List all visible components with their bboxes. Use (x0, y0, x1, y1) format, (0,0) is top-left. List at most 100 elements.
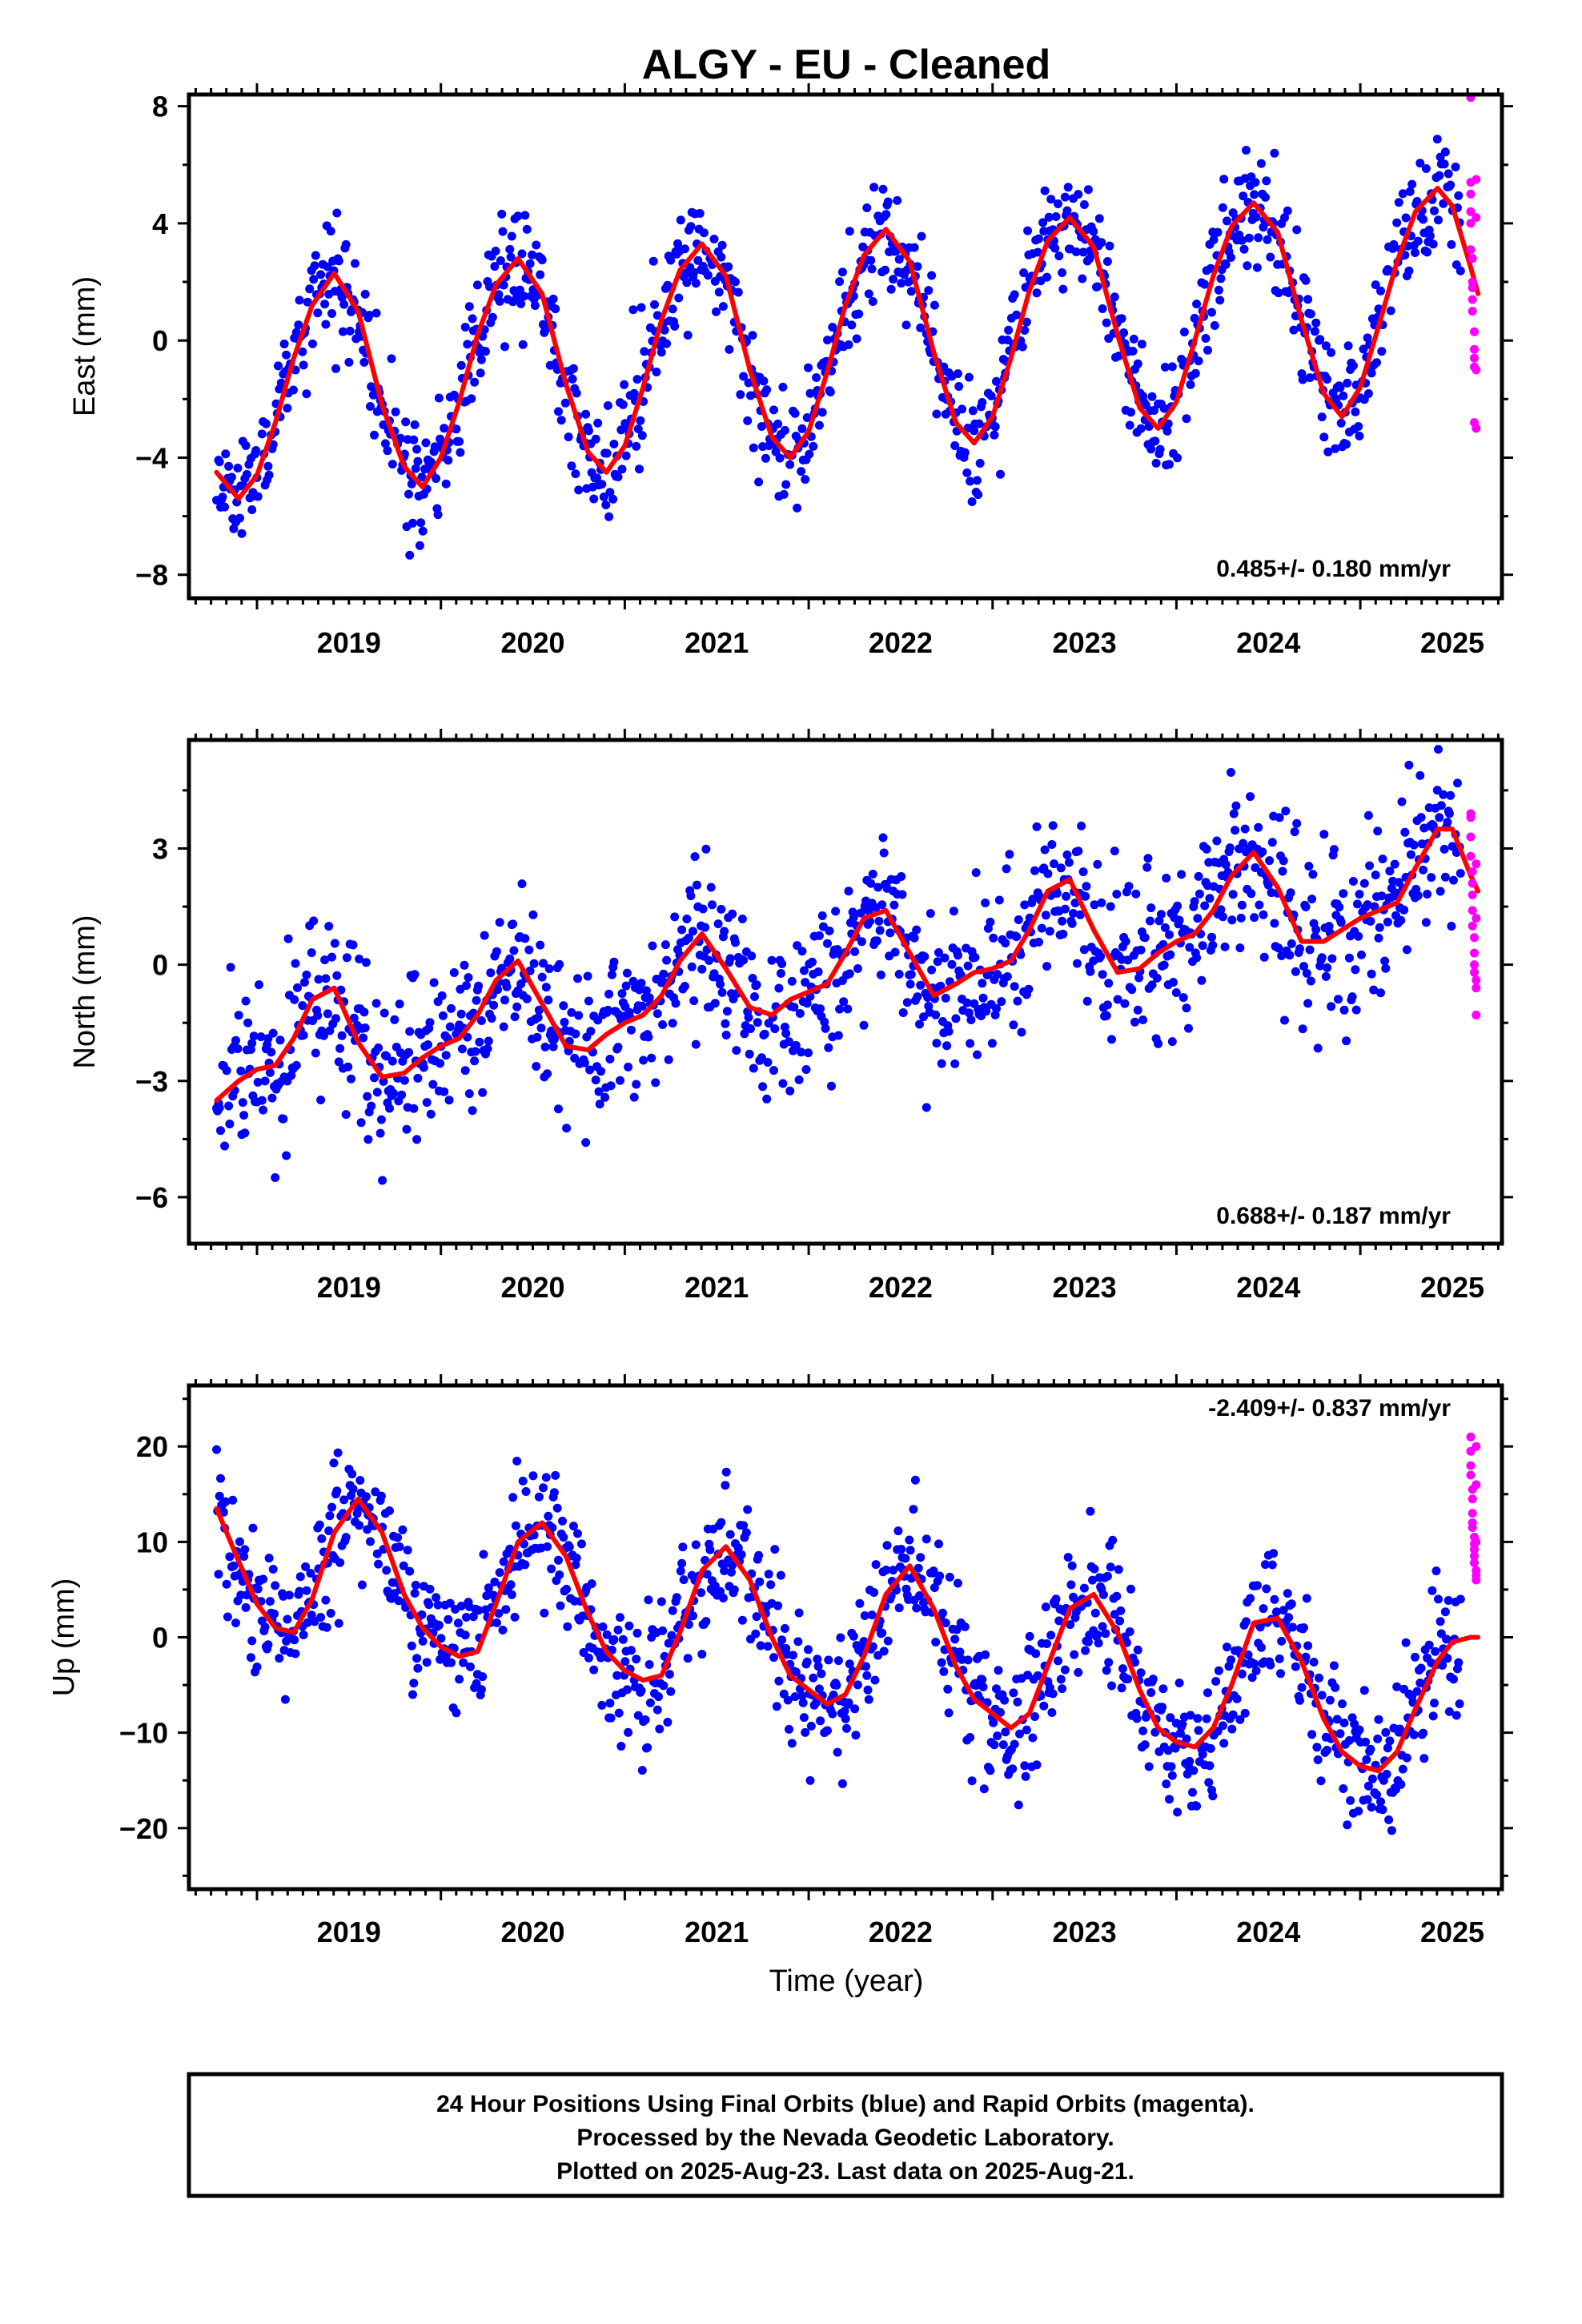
final-orbit-point (1412, 1687, 1422, 1696)
final-orbit-point (1166, 1762, 1176, 1771)
final-orbit-point (1284, 1613, 1294, 1622)
final-orbit-point (938, 1608, 947, 1618)
final-orbit-point (1411, 1652, 1419, 1662)
final-orbit-point (468, 314, 477, 324)
final-orbit-point (325, 1026, 335, 1035)
final-orbit-point (1173, 901, 1182, 911)
final-orbit-point (1219, 175, 1229, 184)
final-orbit-point (1045, 927, 1054, 936)
final-orbit-point (824, 1655, 833, 1665)
final-orbit-point (391, 407, 400, 416)
final-orbit-point (597, 480, 607, 489)
final-orbit-point (868, 1642, 877, 1651)
final-orbit-point (752, 1612, 761, 1622)
final-orbit-point (1242, 1617, 1251, 1626)
final-orbit-point (1232, 1694, 1242, 1703)
final-orbit-point (934, 948, 943, 957)
final-orbit-point (409, 1679, 419, 1688)
final-orbit-point (1079, 1583, 1089, 1593)
final-orbit-point (1262, 176, 1271, 186)
final-orbit-point (1041, 911, 1050, 920)
final-orbit-point (825, 927, 834, 935)
final-orbit-point (310, 1617, 319, 1626)
final-orbit-point (568, 1522, 578, 1531)
final-orbit-point (603, 1005, 612, 1015)
final-orbit-point (950, 1634, 960, 1644)
final-orbit-point (517, 249, 527, 259)
final-orbit-point (603, 401, 612, 410)
final-orbit-point (271, 1173, 280, 1182)
final-orbit-point (1311, 925, 1321, 935)
final-orbit-point (1421, 164, 1431, 173)
final-orbit-point (705, 955, 714, 965)
final-orbit-point (1124, 882, 1134, 891)
final-orbit-point (1034, 234, 1043, 243)
final-orbit-point (221, 449, 231, 459)
final-orbit-point (476, 1685, 486, 1695)
final-orbit-point (632, 441, 641, 451)
final-orbit-point (1256, 159, 1266, 168)
final-orbit-point (845, 1659, 854, 1669)
final-orbit-point (1058, 1684, 1067, 1694)
final-orbit-point (1114, 1565, 1123, 1574)
final-orbit-point (1331, 1683, 1340, 1692)
final-orbit-point (1275, 1654, 1284, 1663)
final-orbit-point (581, 1138, 591, 1148)
final-orbit-point (909, 243, 919, 252)
final-orbit-point (417, 472, 427, 482)
final-orbit-point (1392, 218, 1402, 227)
final-orbit-point (1088, 1575, 1097, 1585)
final-orbit-point (879, 848, 889, 858)
final-orbit-point (1125, 420, 1134, 430)
final-orbit-point (282, 1151, 291, 1160)
final-orbit-point (510, 1612, 520, 1622)
final-orbit-point (1033, 247, 1042, 257)
final-orbit-point (1216, 274, 1226, 283)
final-orbit-point (825, 388, 835, 396)
final-orbit-point (929, 1566, 938, 1576)
final-orbit-point (248, 1523, 258, 1533)
final-orbit-point (1251, 178, 1260, 187)
final-orbit-point (920, 952, 930, 961)
final-orbit-point (691, 1540, 701, 1550)
final-orbit-point (1401, 1638, 1411, 1647)
final-orbit-point (889, 900, 899, 910)
final-orbit-point (1113, 995, 1122, 1004)
final-orbit-point (555, 1570, 564, 1579)
final-orbit-point (374, 1559, 383, 1569)
rapid-orbit-point (1468, 879, 1477, 888)
final-orbit-point (464, 973, 473, 983)
final-orbit-point (919, 1012, 928, 1022)
final-orbit-point (863, 1685, 873, 1695)
rapid-orbit-point (1466, 189, 1476, 199)
final-orbit-point (855, 1598, 865, 1608)
final-orbit-point (1402, 945, 1411, 955)
final-orbit-point (1009, 1020, 1018, 1030)
final-orbit-point (833, 1747, 842, 1757)
final-orbit-point (752, 980, 761, 990)
final-orbit-point (1344, 953, 1354, 963)
final-orbit-point (609, 1634, 619, 1644)
final-orbit-point (720, 1566, 729, 1575)
final-orbit-point (1198, 1750, 1207, 1759)
final-orbit-point (476, 368, 485, 378)
final-orbit-point (1048, 821, 1058, 830)
final-orbit-point (407, 479, 416, 489)
final-orbit-point (452, 1708, 461, 1718)
final-orbit-point (1423, 890, 1432, 899)
final-orbit-point (632, 1655, 641, 1664)
final-orbit-point (1165, 930, 1174, 939)
final-orbit-point (725, 1530, 735, 1539)
final-orbit-point (1432, 135, 1442, 144)
final-orbit-point (1093, 1630, 1102, 1639)
final-orbit-point (744, 378, 753, 388)
final-orbit-point (307, 948, 316, 958)
final-orbit-point (241, 996, 251, 1006)
final-orbit-point (505, 954, 515, 963)
final-orbit-point (402, 1124, 412, 1134)
final-orbit-point (331, 364, 340, 373)
rapid-orbit-series (1466, 1432, 1481, 1585)
final-orbit-point (274, 361, 283, 371)
final-orbit-point (1254, 233, 1263, 243)
final-orbit-point (605, 488, 615, 497)
